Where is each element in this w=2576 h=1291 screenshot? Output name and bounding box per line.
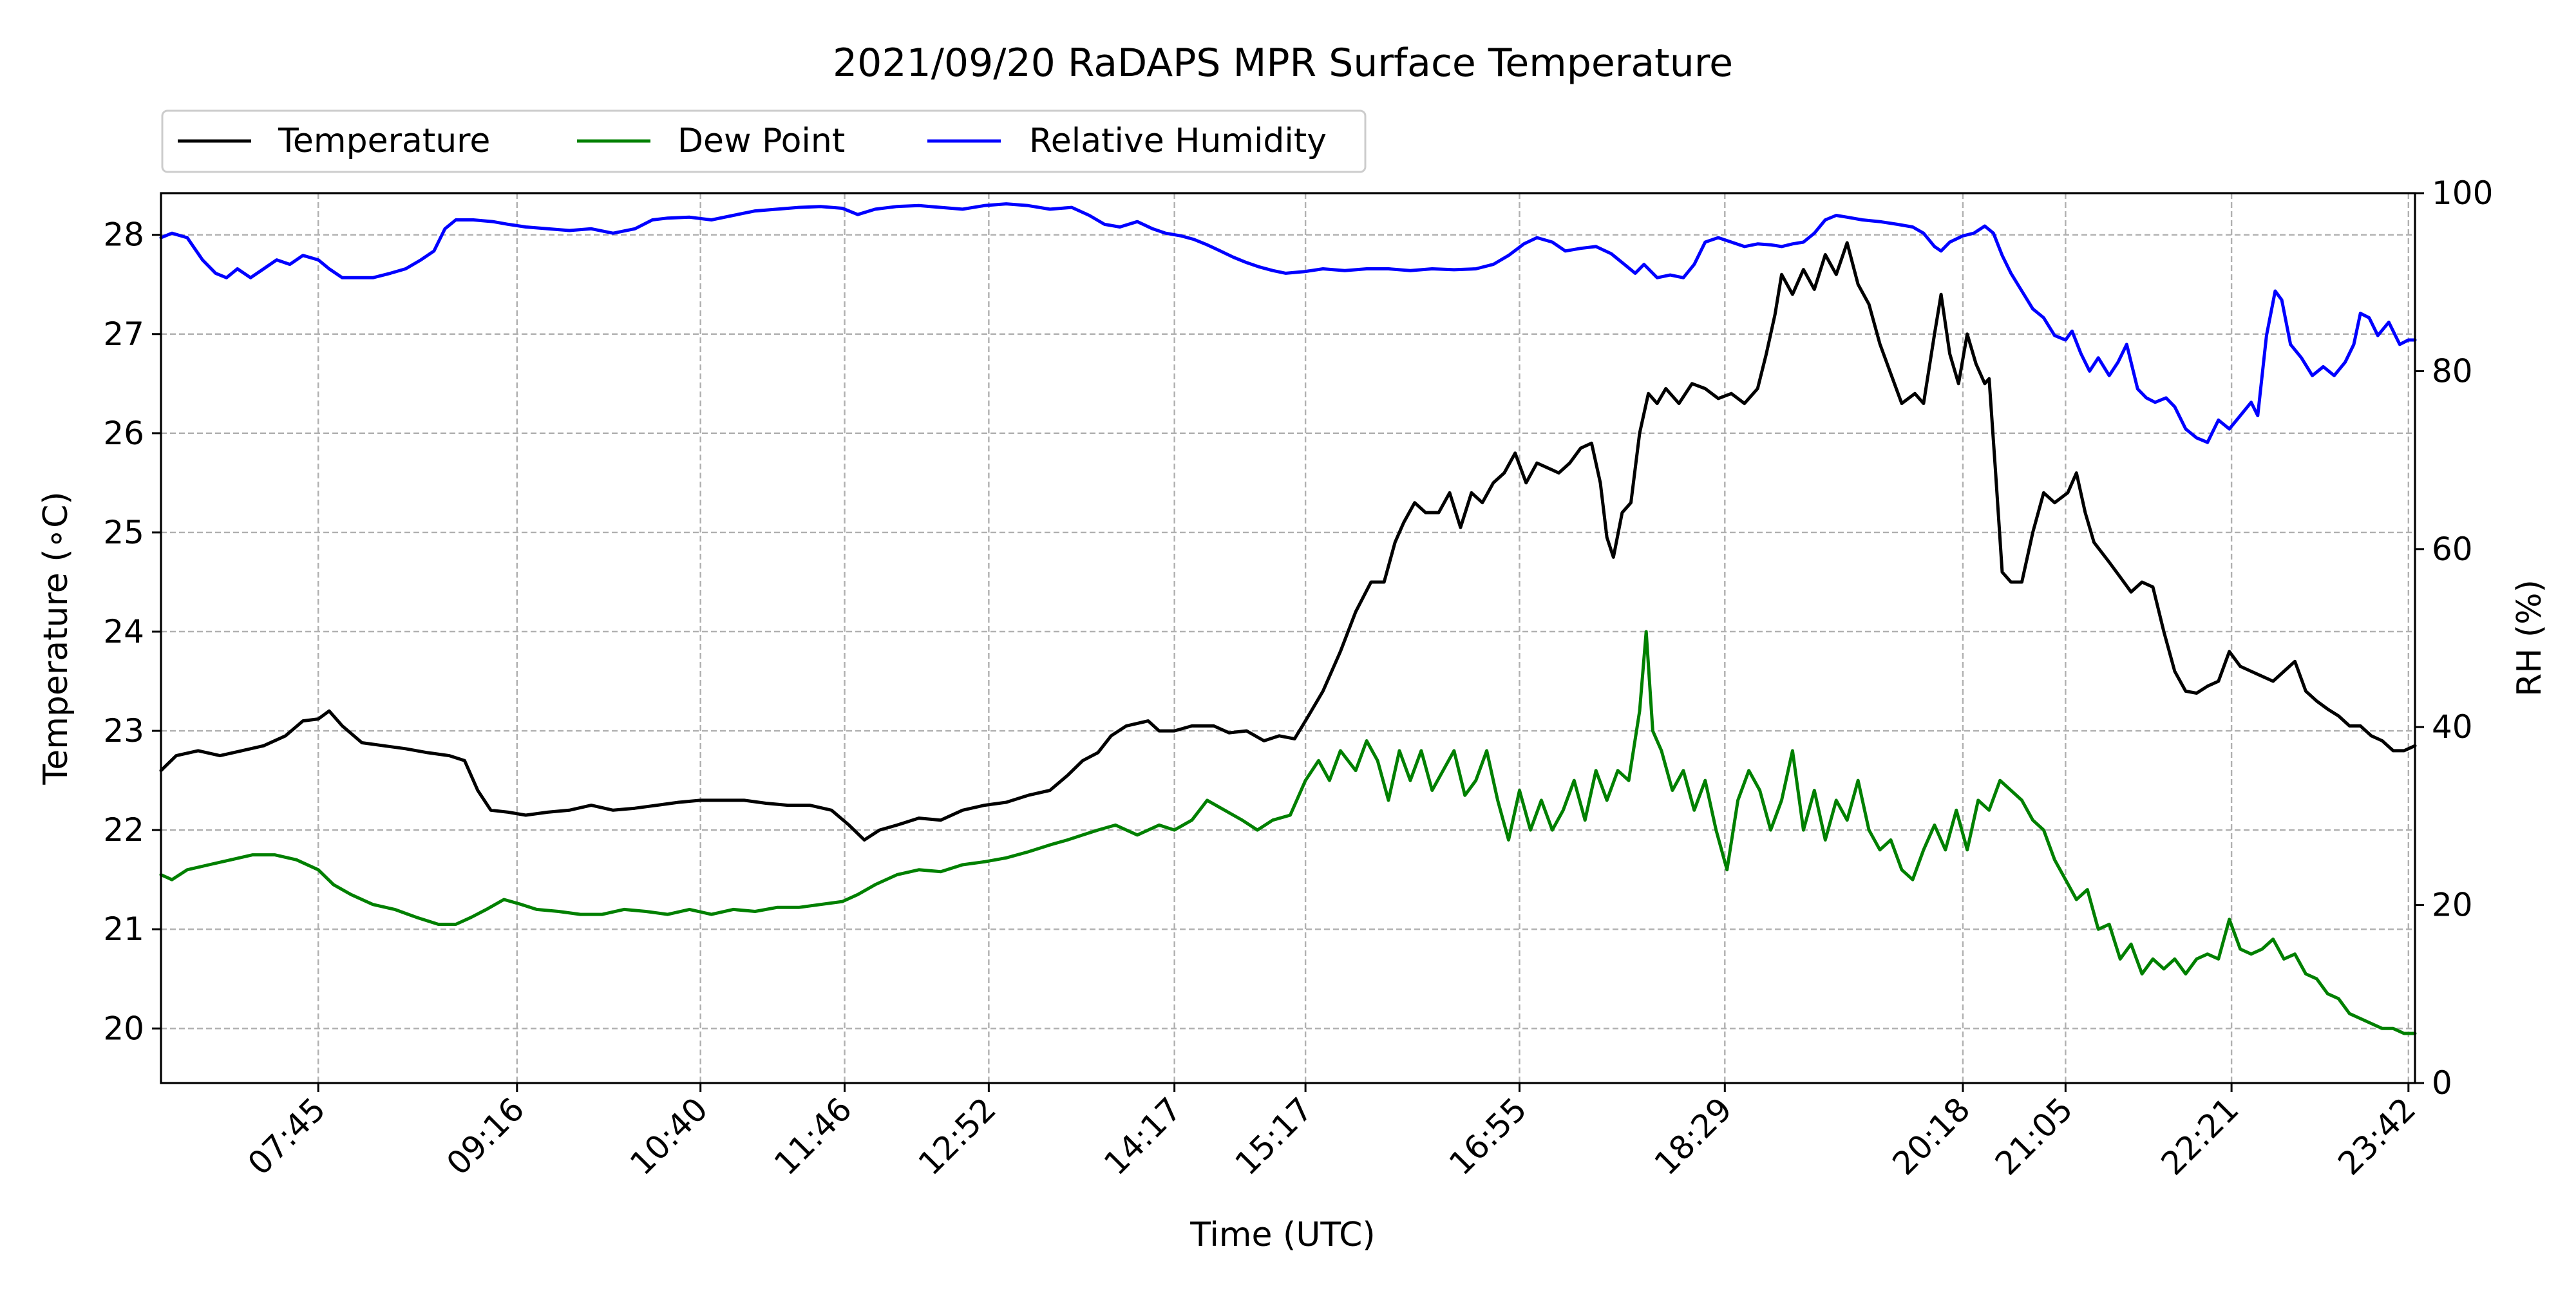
- y-axis-right-label: RH (%): [2510, 580, 2549, 697]
- series-line-dew-point: [159, 630, 2417, 1035]
- series-lines: [159, 202, 2417, 1035]
- y-right-tick-label: 80: [2432, 352, 2473, 390]
- legend-label-relative-humidity: Relative Humidity: [1029, 122, 1327, 160]
- plot-frame: [160, 192, 2416, 1084]
- x-axis-label: Time (UTC): [1189, 1216, 1375, 1254]
- legend-label-dew-point: Dew Point: [677, 122, 845, 160]
- y-right-tick-label: 0: [2432, 1064, 2452, 1102]
- y-right-tick-label: 20: [2432, 887, 2473, 924]
- series-line-relative-humidity: [159, 202, 2417, 444]
- legend: Temperature Dew Point Relative Humidity: [161, 109, 1367, 173]
- y-right-tick-label: 60: [2432, 531, 2473, 568]
- y-tick-label: 26: [103, 415, 144, 452]
- y-tick-label: 20: [103, 1010, 144, 1047]
- y-axis-label: Temperature (∘C): [37, 491, 75, 785]
- legend-frame: [161, 109, 1367, 173]
- grid-lines: [161, 193, 2415, 1083]
- y-tick-label: 27: [103, 316, 144, 353]
- y-tick-label: 28: [103, 216, 144, 254]
- y-tick-label: 24: [103, 613, 144, 650]
- legend-label-temperature: Temperature: [278, 122, 490, 160]
- y-tick-label: 21: [103, 910, 144, 948]
- y-tick-label: 22: [103, 811, 144, 849]
- y-tick-label: 25: [103, 514, 144, 551]
- y-axis-ticks: 20 21 22 23 24 25 26 27 28: [103, 216, 161, 1047]
- y-axis-right-ticks: 0 20 40 60 80 100: [2415, 174, 2493, 1102]
- y-right-tick-label: 100: [2432, 174, 2493, 212]
- chart-title: 2021/09/20 RaDAPS MPR Surface Temperatur…: [833, 41, 1733, 86]
- series-line-temperature: [159, 241, 2417, 842]
- y-tick-label: 23: [103, 712, 144, 749]
- y-right-tick-label: 40: [2432, 708, 2473, 746]
